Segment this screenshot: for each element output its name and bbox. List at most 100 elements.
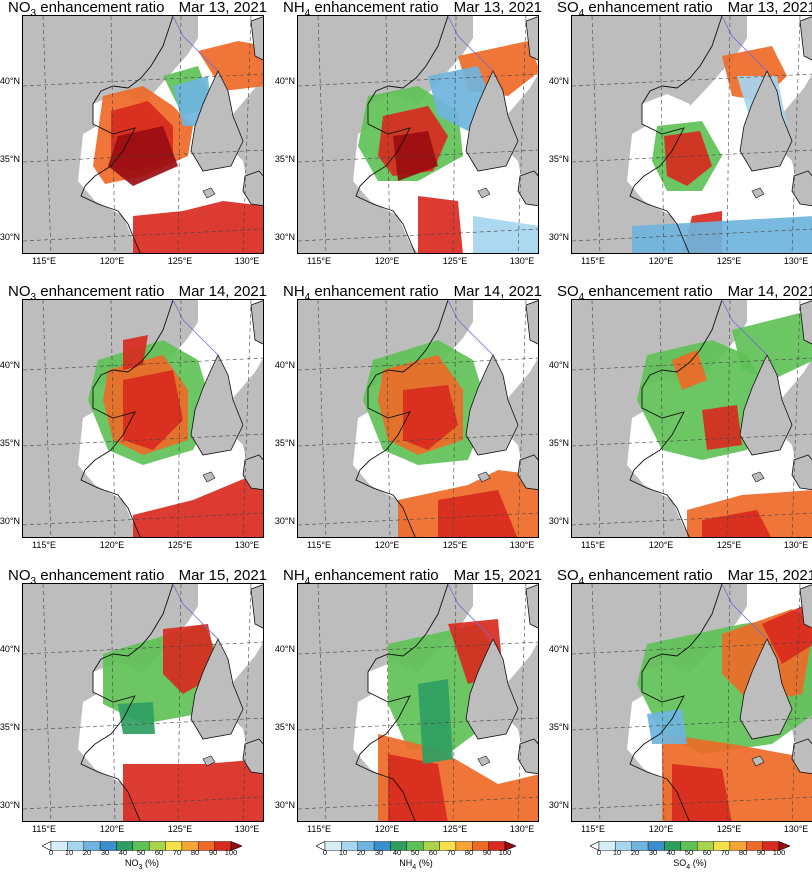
lat-label: 40°N: [0, 76, 20, 86]
lon-gridline-2: [452, 584, 457, 821]
china-coastline: [80, 16, 174, 253]
lon-label: 115°E: [307, 824, 331, 834]
lon-label: 130°E: [509, 256, 535, 266]
panel-title-nh4-r2: NH4 enhancement ratio: [283, 568, 439, 590]
species-base: NO: [8, 567, 31, 584]
lon-label: 130°E: [234, 256, 260, 266]
colorbar-tick-label: 50: [684, 848, 694, 857]
river-border: [721, 584, 768, 640]
lat-label: 35°N: [548, 438, 569, 448]
colorbar-svg: [41, 841, 243, 851]
colorbar-tick-label: 10: [612, 848, 622, 857]
lat-gridline-1: [572, 433, 812, 447]
honshu-island: [250, 16, 263, 61]
colorbar-tick-label: 0: [48, 848, 54, 857]
enhancement-field-2: [672, 350, 707, 390]
colorbar-tick-label: 10: [338, 848, 348, 857]
lat-gridline-2: [298, 796, 538, 810]
lat-gridline-2: [23, 796, 263, 810]
lat-label: 30°N: [0, 232, 20, 242]
lon-label: 130°E: [234, 824, 260, 834]
map-svg: [23, 584, 263, 821]
lon-gridline-2: [452, 16, 457, 253]
china-coastline: [629, 300, 723, 537]
lon-label: 130°E: [509, 824, 535, 834]
panel-title-no3-r2: NO3 enhancement ratio: [8, 568, 164, 590]
lat-gridline-0: [23, 73, 263, 87]
lon-label: 125°E: [167, 540, 193, 550]
lon-gridline-0: [591, 584, 601, 821]
enhancement-field-1: [702, 405, 742, 450]
colorbar-tick-label: 20: [630, 848, 640, 857]
species-subscript: 4: [304, 292, 311, 303]
map-svg: [23, 16, 263, 253]
colorbar-tick-label: 20: [356, 848, 366, 857]
river-border: [447, 584, 494, 640]
lat-label: 40°N: [0, 644, 20, 654]
lat-gridline-1: [23, 433, 263, 447]
map-panel-so4-r1: [571, 299, 812, 538]
china-coastline: [80, 584, 174, 821]
jeju-island: [477, 755, 491, 767]
china-coastline: [355, 16, 449, 253]
river-border: [447, 16, 494, 72]
title-suffix: enhancement ratio: [584, 283, 713, 300]
kyushu-island: [517, 454, 538, 491]
colorbar-tick-label: 20: [82, 848, 92, 857]
species-base: NH: [283, 567, 305, 584]
species-base: NO: [8, 0, 31, 16]
lon-gridline-2: [452, 300, 457, 537]
lon-gridline-2: [726, 300, 731, 537]
unit-label: (%): [690, 858, 707, 868]
lon-gridline-1: [110, 300, 116, 537]
lat-label: 40°N: [274, 76, 295, 86]
lat-gridline-2: [23, 228, 263, 242]
lat-gridline-0: [298, 357, 538, 371]
jeju-island: [202, 187, 216, 199]
lon-gridline-1: [659, 16, 665, 253]
colorbar-nh4: 0 10 20 30 40 50 60 70 80 90 100 NH4 (%): [315, 838, 517, 871]
lon-label: 130°E: [783, 540, 809, 550]
panel-date-r0-c0: Mar 13, 2021: [178, 0, 267, 16]
lat-label: 40°N: [548, 76, 569, 86]
title-suffix: enhancement ratio: [36, 0, 165, 16]
river-border: [721, 16, 768, 72]
lon-label: 115°E: [32, 824, 56, 834]
lat-gridline-1: [298, 149, 538, 163]
panel-date-r2-c2: Mar 15, 2021: [727, 567, 812, 584]
lon-gridline-0: [42, 300, 52, 537]
species-subscript: 3: [30, 292, 37, 303]
lat-label: 35°N: [274, 722, 295, 732]
enhancement-field-6: [473, 216, 538, 253]
river-border: [172, 300, 219, 356]
lon-label: 120°E: [99, 540, 125, 550]
species-subscript: 4: [412, 863, 417, 871]
map-panel-so4-r2: [571, 583, 812, 822]
colorbar-tick-label: 60: [702, 848, 712, 857]
colorbar-label: SO4 (%): [650, 858, 730, 873]
kyushu-island: [242, 170, 263, 207]
lon-gridline-2: [177, 300, 182, 537]
kyushu-island: [517, 738, 538, 775]
lat-label: 35°N: [548, 154, 569, 164]
lat-label: 35°N: [0, 438, 20, 448]
kyushu-island: [242, 454, 263, 491]
jeju-island: [477, 187, 491, 199]
lat-label: 35°N: [548, 722, 569, 732]
lon-gridline-1: [110, 16, 116, 253]
honshu-island: [799, 16, 812, 61]
lat-gridline-2: [572, 512, 812, 526]
lat-label: 40°N: [548, 644, 569, 654]
lon-label: 125°E: [716, 256, 742, 266]
jeju-island: [477, 471, 491, 483]
honshu-island: [250, 300, 263, 345]
lat-gridline-0: [23, 357, 263, 371]
jeju-island: [751, 187, 765, 199]
lon-gridline-0: [591, 16, 601, 253]
korea-peninsula: [465, 354, 519, 456]
map-panel-nh4-r1: [297, 299, 539, 538]
colorbar-tick-label: 50: [136, 848, 146, 857]
unit-label: (%): [416, 858, 433, 868]
lon-gridline-0: [42, 16, 52, 253]
lon-label: 115°E: [307, 540, 331, 550]
